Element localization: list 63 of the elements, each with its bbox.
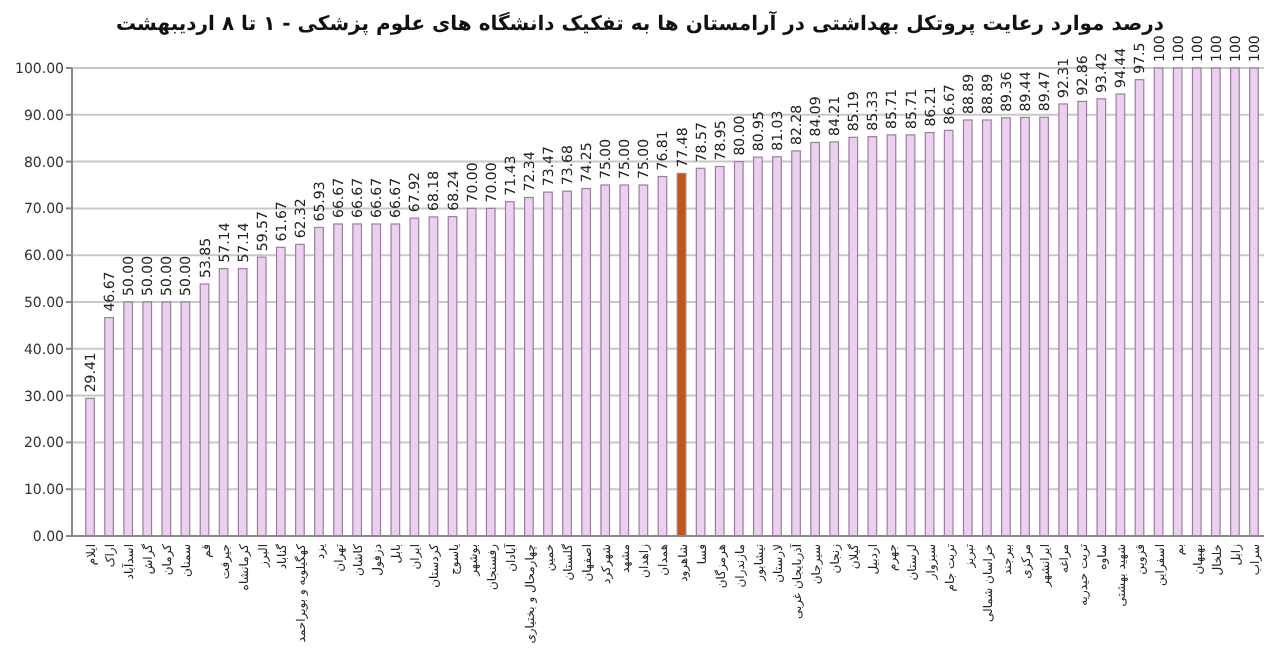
bar (1134, 79, 1145, 537)
bar (1058, 103, 1069, 537)
bar (1096, 98, 1107, 537)
bar (791, 150, 801, 537)
bar (409, 217, 420, 537)
bar (695, 167, 706, 537)
bar (447, 216, 458, 537)
bar (218, 267, 229, 537)
bar (733, 161, 744, 537)
bar (905, 134, 916, 537)
bar (237, 267, 248, 537)
bar (1020, 116, 1030, 537)
bar (1039, 116, 1049, 537)
bar (562, 190, 572, 537)
bar (485, 207, 496, 537)
bar (1249, 67, 1259, 537)
bar (390, 223, 401, 537)
bar (543, 191, 553, 537)
bar (1115, 93, 1126, 537)
bar (848, 136, 859, 537)
bar (619, 184, 630, 537)
bar (657, 175, 668, 537)
bar (1153, 67, 1164, 537)
bar (428, 216, 439, 537)
bar (85, 397, 95, 537)
bar (714, 165, 725, 537)
bar (924, 131, 935, 537)
bar (886, 134, 897, 537)
bar (1191, 67, 1202, 537)
bar (161, 301, 172, 537)
bar (466, 207, 477, 537)
bar (1001, 117, 1011, 537)
bar (581, 187, 592, 537)
bar (256, 256, 267, 537)
bar (371, 223, 382, 537)
chart-title: درصد موارد رعایت پروتکل بهداشتی در آرامستان ها به تفکیک دانشگاه های علوم پزشکی - ۱ تا ۸ اردیبهشت (115, 10, 1165, 36)
bar (524, 196, 534, 537)
bar (676, 172, 687, 537)
bar (1230, 67, 1240, 537)
bar (752, 156, 763, 537)
bar (600, 184, 611, 537)
bar (829, 141, 840, 537)
bar (1172, 67, 1183, 537)
bar (1210, 67, 1221, 537)
bar (142, 301, 153, 537)
bar (867, 136, 878, 537)
bar (295, 243, 305, 537)
bar (810, 141, 820, 537)
bar (199, 283, 210, 537)
bar (943, 129, 954, 537)
bar (352, 223, 363, 537)
bar (772, 156, 782, 537)
bar (504, 201, 515, 537)
bar (638, 184, 649, 537)
bar (180, 301, 191, 537)
bar (275, 246, 286, 537)
bar (123, 301, 134, 537)
bar (981, 119, 992, 537)
bar (333, 223, 343, 537)
bar (1077, 100, 1088, 537)
bar (314, 226, 324, 537)
bar (962, 119, 973, 537)
bar (104, 316, 114, 537)
